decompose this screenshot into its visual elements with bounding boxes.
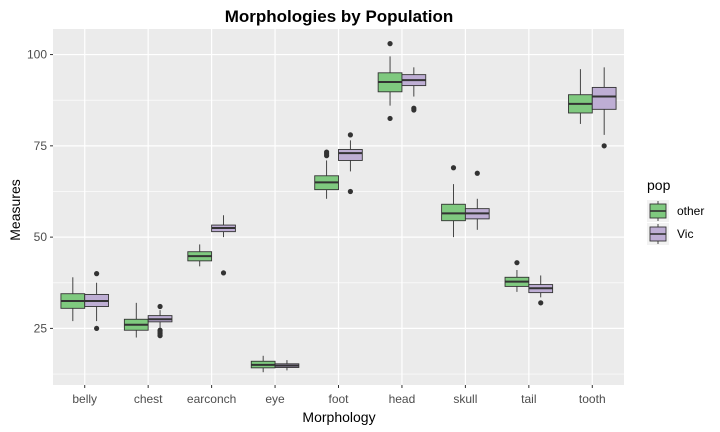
legend-label-other: other — [677, 204, 704, 218]
box-Vic-foot — [338, 132, 363, 195]
legend-label-Vic: Vic — [677, 227, 693, 241]
box-Vic-chest — [147, 303, 173, 339]
legend-key-Vic — [647, 223, 669, 245]
outlier-point — [450, 165, 457, 171]
box-other-head — [377, 41, 403, 122]
legend-key-other — [647, 200, 669, 222]
box-other-skull — [441, 165, 466, 238]
legend-title: pop — [647, 177, 671, 193]
y-tick-label: 25 — [34, 321, 48, 335]
x-tick-label: earconch — [187, 392, 236, 406]
outlier-point — [514, 260, 520, 266]
box-body — [338, 149, 363, 161]
x-tick-label: belly — [72, 392, 97, 406]
outlier-point — [347, 132, 353, 138]
chart-title: Morphologies by Population — [225, 7, 454, 26]
outlier-point — [157, 303, 163, 310]
box-other-earconch — [187, 244, 213, 267]
outlier-point — [157, 333, 163, 339]
y-axis: 25 50 75 100 — [27, 48, 53, 335]
outlier-point — [94, 271, 100, 277]
box-other-tooth — [568, 69, 593, 124]
x-tick-label: tooth — [579, 392, 606, 406]
box-Vic-eye — [274, 360, 300, 371]
box-other-chest — [123, 302, 149, 338]
x-tick-label: eye — [265, 392, 285, 406]
outlier-point — [411, 107, 417, 113]
box-Vic-belly — [84, 271, 109, 332]
x-axis: belly chest earconch eye foot head skull tail to… — [72, 385, 606, 406]
y-tick-label: 75 — [34, 139, 48, 153]
box-Vic-skull — [464, 170, 490, 230]
x-tick-label: chest — [134, 392, 163, 406]
box-Vic-tooth — [591, 67, 617, 149]
boxplots — [60, 41, 617, 373]
box-other-foot — [314, 149, 339, 199]
outlier-point — [94, 325, 100, 332]
outlier-point — [601, 143, 607, 149]
legend: pop other Vic — [647, 177, 704, 245]
x-axis-title: Morphology — [302, 409, 375, 425]
x-tick-label: head — [389, 392, 416, 406]
box-Vic-tail — [528, 275, 554, 306]
x-tick-label: skull — [453, 392, 477, 406]
x-tick-label: foot — [328, 392, 349, 406]
outlier-point — [474, 170, 480, 176]
x-tick-label: tail — [521, 392, 536, 406]
box-Vic-earconch — [211, 215, 236, 276]
y-tick-label: 50 — [34, 230, 48, 244]
outlier-point — [220, 270, 227, 276]
box-other-tail — [504, 260, 530, 292]
box-Vic-head — [401, 67, 427, 113]
outlier-point — [387, 41, 393, 47]
outlier-point — [347, 188, 353, 195]
box-body — [591, 86, 617, 110]
outlier-point — [387, 115, 393, 122]
y-tick-label: 100 — [27, 48, 47, 62]
outlier-point — [538, 300, 544, 306]
y-axis-title: Measures — [7, 179, 23, 240]
outlier-point — [324, 149, 330, 155]
